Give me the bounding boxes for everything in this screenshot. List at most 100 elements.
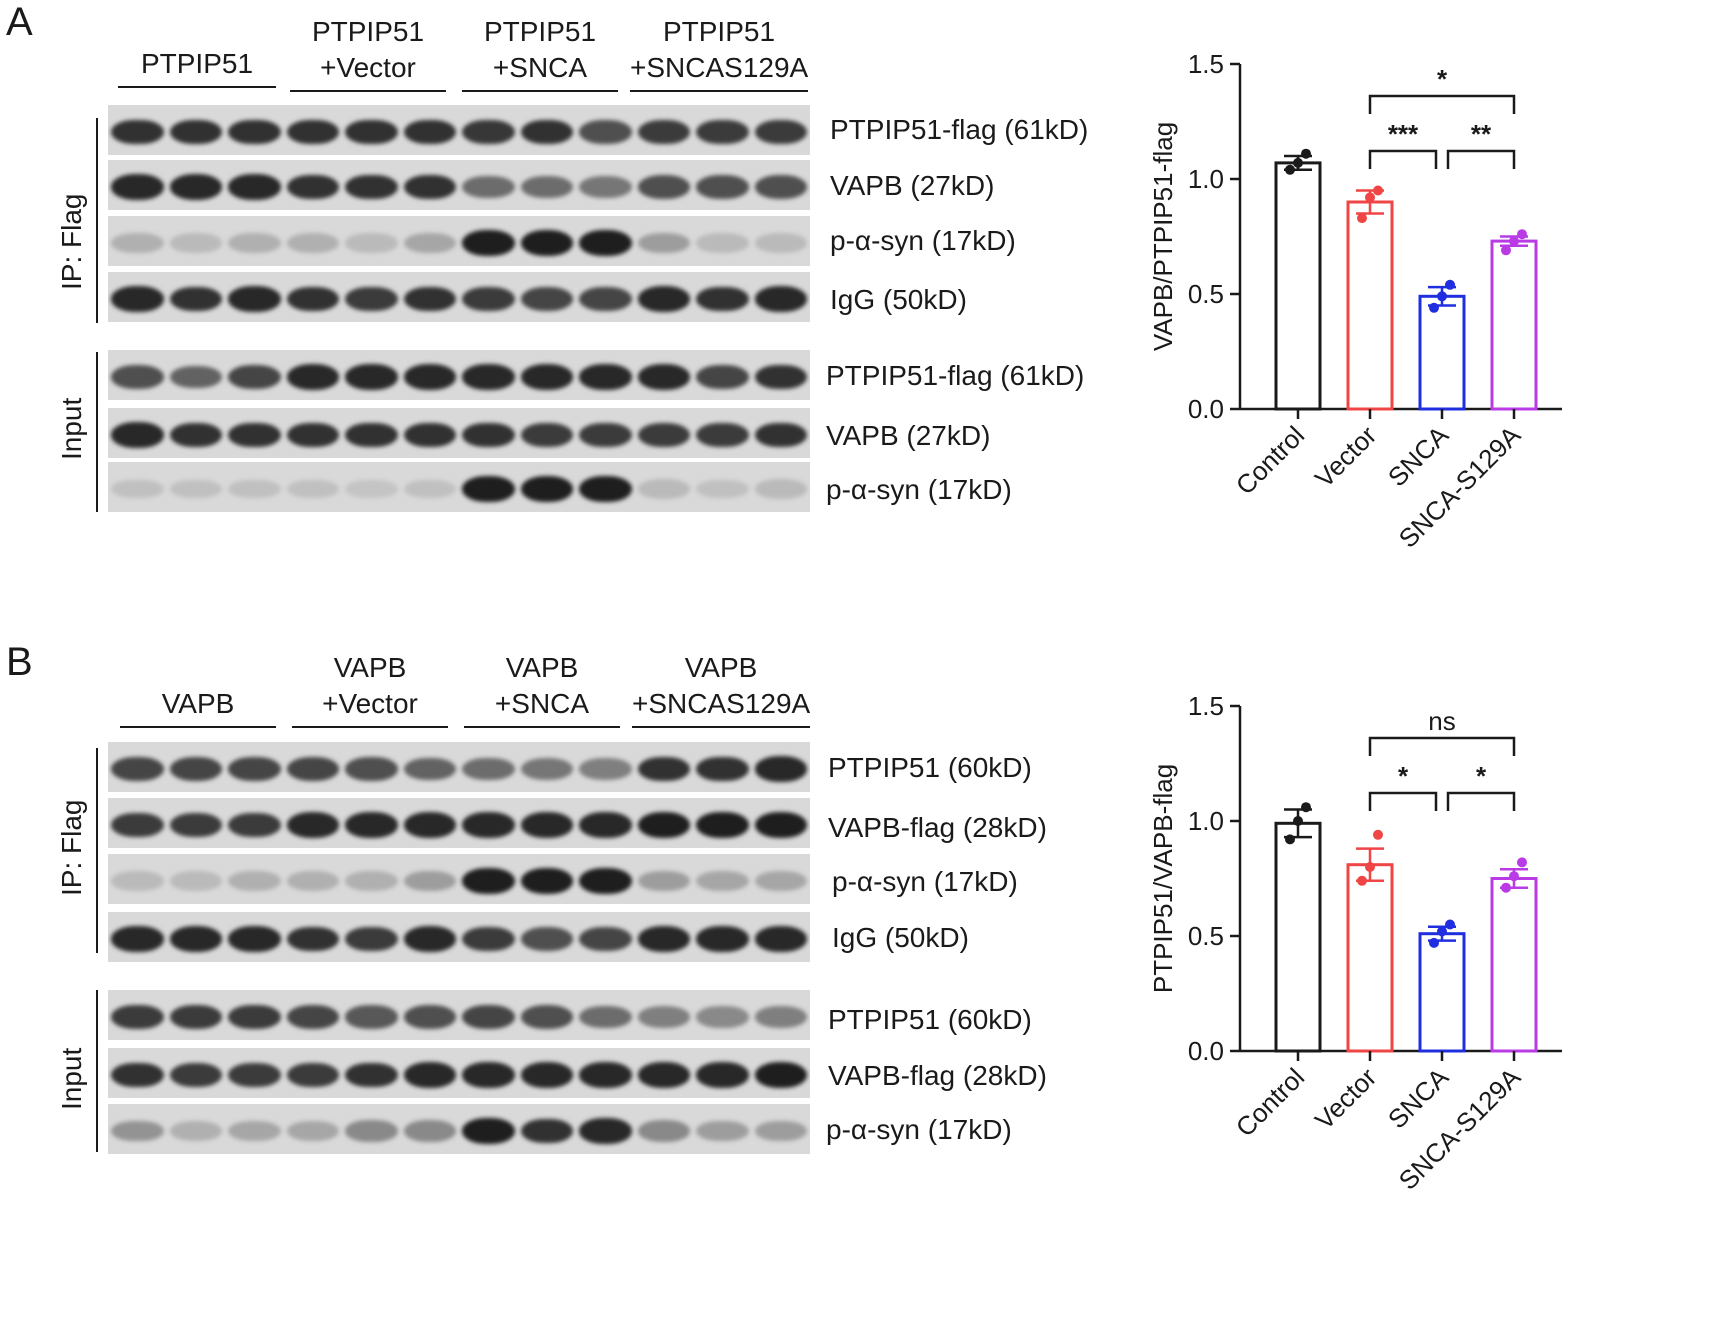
blot-band: [345, 119, 398, 145]
significance-label: **: [1471, 119, 1492, 149]
blot-band: [345, 422, 398, 448]
x-tick-label: Control: [1230, 420, 1310, 500]
blot-band: [403, 757, 456, 781]
y-tick-label: 1.0: [1188, 164, 1224, 194]
blot-band: [637, 1062, 690, 1088]
blot-band: [169, 119, 222, 145]
blot-band: [696, 286, 749, 312]
group-header-line: +SNCA: [492, 52, 588, 83]
blot-band: [111, 926, 164, 952]
blot-band: [637, 364, 690, 390]
blot-band: [637, 926, 690, 952]
blot-band: [169, 1062, 222, 1088]
group-header-line: +Vector: [320, 52, 416, 83]
blot-band: [637, 232, 690, 254]
blot-label: PTPIP51-flag (61kD): [830, 114, 1089, 145]
data-point: [1357, 875, 1367, 886]
blot-band: [520, 1062, 573, 1088]
group-header: VAPB +Vector: [292, 650, 448, 728]
blot-band: [754, 756, 807, 782]
data-point: [1445, 279, 1455, 290]
blot-band: [462, 757, 515, 781]
blot-band: [520, 287, 573, 311]
data-point: [1285, 164, 1295, 175]
blot-band: [345, 286, 398, 312]
blot-band: [520, 119, 573, 145]
blot-band: [169, 871, 222, 891]
blot-band: [462, 119, 515, 145]
data-point: [1517, 229, 1527, 240]
blot-band: [169, 286, 222, 312]
bar: [1490, 239, 1538, 411]
blot-band: [754, 422, 807, 448]
group-header: VAPB +SNCA: [464, 650, 620, 728]
blot-band: [228, 1062, 281, 1088]
blot-band: [520, 812, 573, 838]
blot-band: [462, 175, 515, 199]
blot-band: [579, 287, 632, 311]
data-point: [1301, 802, 1311, 813]
blot-band: [169, 479, 222, 499]
blot-band: [754, 871, 807, 891]
panel-b: B VAPB VAPB +Vector VAPB +SNCA VAPB +SNC…: [0, 640, 1713, 1332]
blot-band: [345, 233, 398, 253]
blot-band: [228, 479, 281, 499]
y-tick-label: 1.5: [1188, 49, 1224, 79]
significance-bracket: [1446, 791, 1516, 811]
blot-band: [579, 120, 632, 144]
blot-band: [345, 926, 398, 952]
blot-band: [286, 479, 339, 499]
bar: [1418, 294, 1466, 411]
data-point: [1501, 882, 1511, 893]
blot-band: [579, 758, 632, 780]
blot-band: [637, 1120, 690, 1142]
group-header: PTPIP51: [118, 46, 276, 88]
blot-band: [345, 479, 398, 499]
blot-band: [111, 174, 164, 200]
blot-label: VAPB (27kD): [826, 420, 991, 451]
section-label: Input: [56, 397, 87, 460]
blot-band: [403, 422, 456, 448]
blot-band: [754, 812, 807, 838]
significance-label: *: [1398, 761, 1409, 791]
blot-label: p-α-syn (17kD): [826, 474, 1012, 505]
blot-strip: [108, 990, 810, 1040]
blot-band: [286, 1121, 339, 1141]
blot-label: VAPB-flag (28kD): [828, 1060, 1047, 1091]
significance-label: *: [1476, 761, 1487, 791]
group-header-line: VAPB: [505, 652, 579, 683]
blot-strip: [108, 742, 810, 792]
blot-band: [462, 422, 515, 448]
blot-band: [754, 1062, 807, 1088]
blot-band: [754, 1120, 807, 1142]
blot-band: [169, 1121, 222, 1141]
blot-band: [579, 812, 632, 838]
group-underline: [462, 90, 618, 92]
data-point: [1301, 148, 1311, 159]
bar: [1490, 877, 1538, 1053]
blot-band: [403, 1005, 456, 1029]
section-label: IP: Flag: [56, 193, 87, 290]
blot-band: [403, 870, 456, 892]
blot-band: [462, 1062, 515, 1088]
blot-band: [579, 868, 632, 894]
significance-bracket: [1368, 149, 1438, 169]
blot-band: [111, 812, 164, 838]
group-header: VAPB +SNCAS129A: [632, 650, 810, 728]
group-header-line: PTPIP51: [311, 16, 425, 47]
bar: [1346, 863, 1394, 1053]
group-underline: [120, 726, 276, 728]
blot-band: [169, 1004, 222, 1030]
data-point: [1373, 185, 1383, 196]
group-header-line: VAPB: [684, 652, 758, 683]
blot-label: IgG (50kD): [830, 284, 967, 315]
blot-band: [228, 812, 281, 838]
blot-band: [111, 1120, 164, 1142]
blot-band: [637, 870, 690, 892]
y-tick-label: 0.0: [1188, 1036, 1224, 1066]
section-bracket: [96, 990, 98, 1152]
group-underline: [292, 726, 448, 728]
blot-band: [286, 422, 339, 448]
blot-band: [696, 175, 749, 199]
blot-band: [520, 476, 573, 502]
